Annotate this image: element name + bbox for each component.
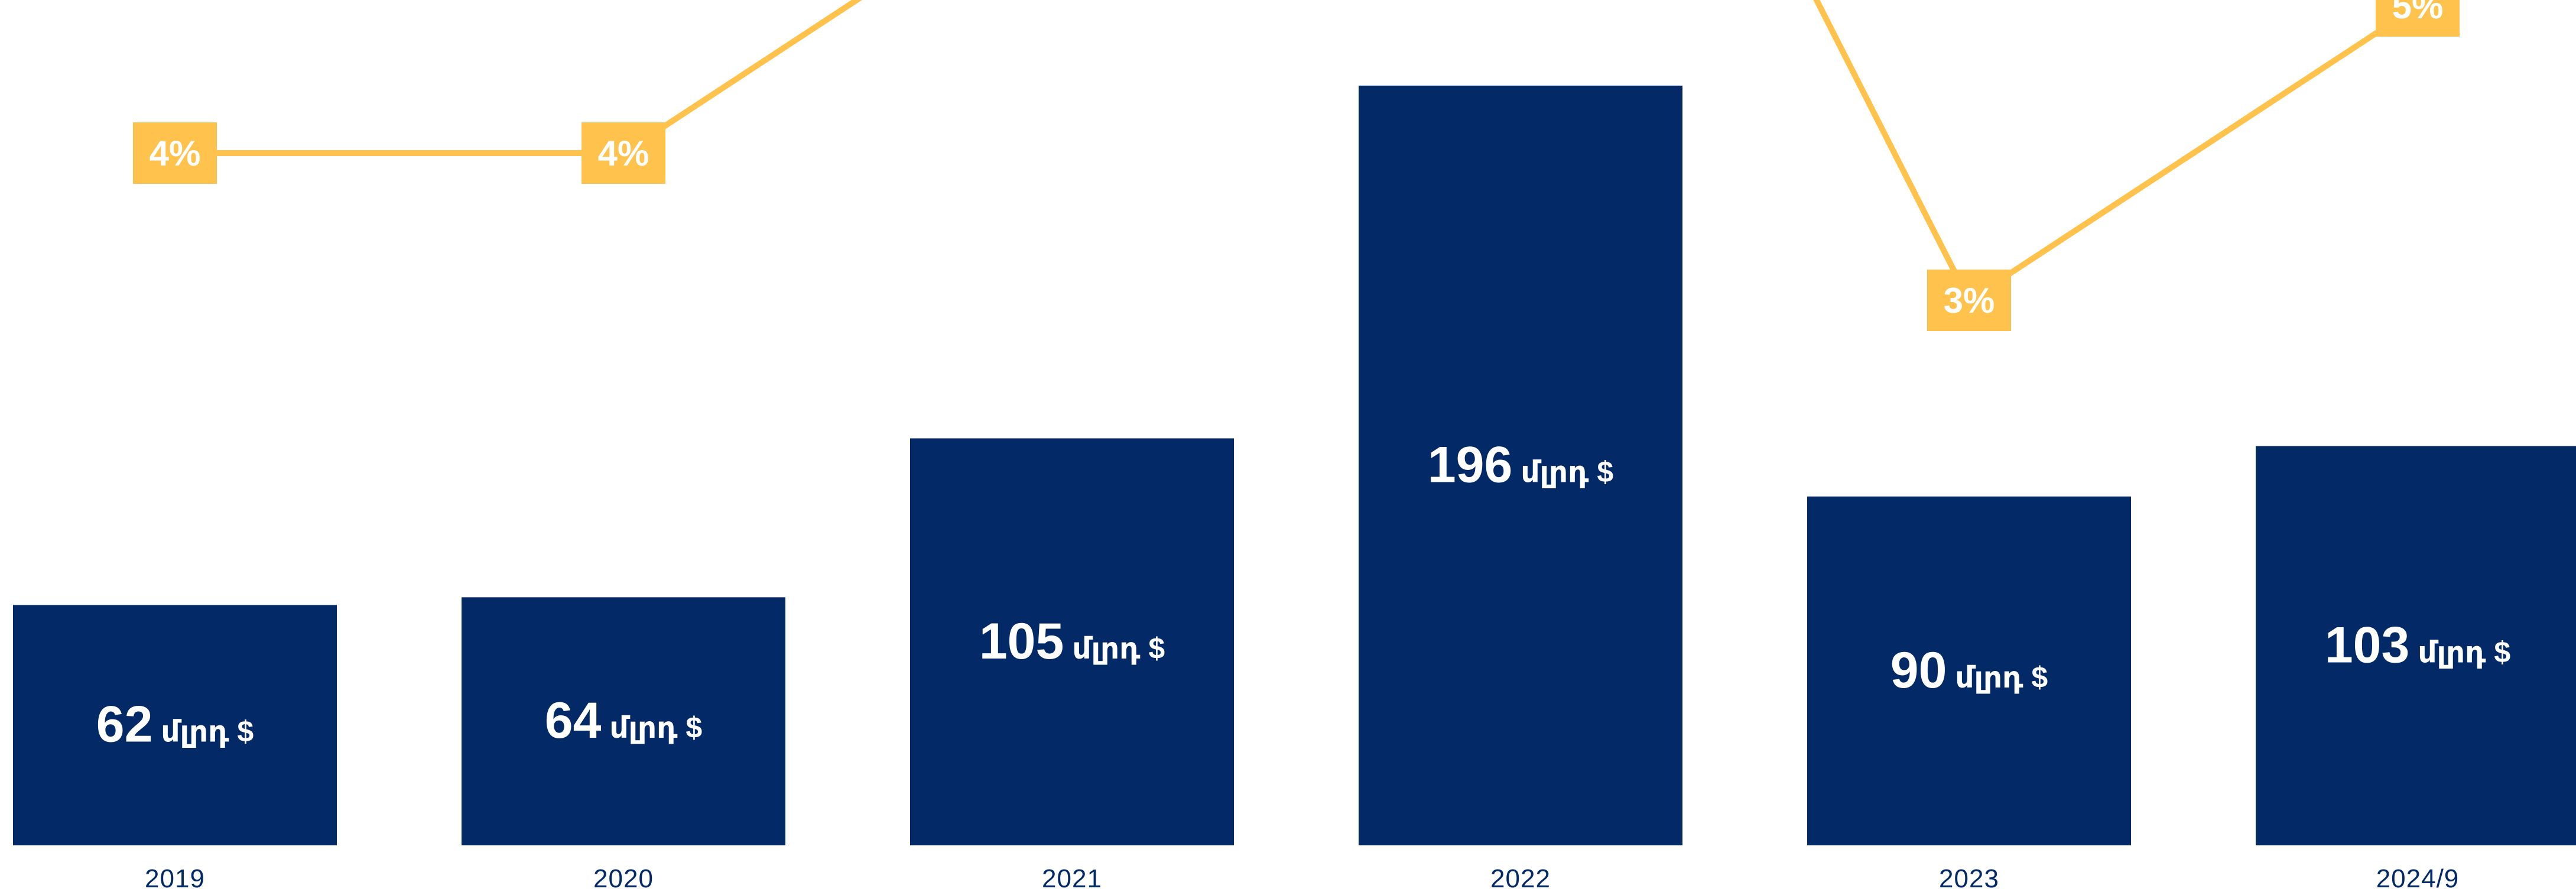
- x-tick-label: 2022: [1490, 864, 1551, 893]
- line-series-path: [175, 0, 2419, 303]
- point-label-box: [133, 122, 217, 184]
- bar-value-label: 90 մլրդ $: [1890, 642, 2048, 699]
- bar-value-number: 90: [1890, 642, 1947, 699]
- bar-2023: [1807, 496, 2131, 845]
- bar-value-unit: մլրդ $: [1521, 455, 1613, 488]
- bar-value-number: 64: [545, 692, 602, 749]
- point-label-box: [582, 122, 665, 184]
- points-layer: 4%4%6%9%3%5%: [133, 0, 2460, 331]
- bar-value-unit: մլրդ $: [161, 715, 254, 748]
- bar-2022: [1359, 85, 1682, 845]
- point-label-text: 3%: [1944, 281, 1995, 320]
- bar-value-number: 105: [979, 613, 1064, 670]
- line-point-2023: 3%: [1927, 270, 2011, 331]
- bar-value-number: 62: [96, 696, 153, 753]
- x-tick-label: 2019: [145, 864, 205, 893]
- line-layer: [175, 0, 2419, 303]
- x-axis: 2019 2020 2021 2022 2023 2024/9: [145, 864, 2460, 893]
- bar-value-label: 196 մլրդ $: [1428, 436, 1614, 493]
- bar-2019: [13, 605, 337, 845]
- point-label-text: 5%: [2392, 0, 2444, 26]
- bar-value-number: 103: [2325, 617, 2410, 673]
- bar-value-label: 64 մլրդ $: [545, 692, 703, 749]
- bar-2024-9: [2256, 446, 2576, 845]
- line-point-2019: 4%: [133, 122, 217, 184]
- bar-2020: [462, 597, 785, 845]
- bars-layer: 62 մլրդ $64 մլրդ $105 մլրդ $196 մլրդ $90 մլրդ…: [13, 85, 2576, 845]
- x-tick-label: 2024/9: [2376, 864, 2460, 893]
- bar-value-unit: մլրդ $: [2418, 635, 2510, 669]
- x-tick-label: 2021: [1042, 864, 1102, 893]
- line-point-2020: 4%: [582, 122, 665, 184]
- bar-value-unit: մլրդ $: [1072, 632, 1165, 665]
- point-label-box: [2376, 0, 2460, 37]
- bar-value-label: 103 մլրդ $: [2325, 617, 2511, 673]
- bar-2021: [910, 438, 1234, 845]
- bar-value-label: 105 մլրդ $: [979, 613, 1165, 670]
- line-point-2024-9: 5%: [2376, 0, 2460, 37]
- bar-value-number: 196: [1428, 436, 1513, 493]
- point-label-box: [1927, 270, 2011, 331]
- x-tick-label: 2023: [1939, 864, 1999, 893]
- bar-value-label: 62 մլրդ $: [96, 696, 254, 753]
- bar-value-unit: մլրդ $: [609, 711, 702, 744]
- point-label-text: 4%: [598, 134, 649, 173]
- point-label-text: 4%: [150, 134, 201, 173]
- bar-value-unit: մլրդ $: [1955, 661, 2048, 694]
- x-tick-label: 2020: [593, 864, 654, 893]
